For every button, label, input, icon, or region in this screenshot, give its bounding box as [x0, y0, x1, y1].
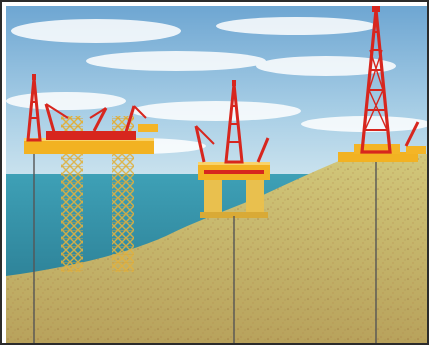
semi-submersible-rig — [194, 80, 270, 343]
land-texture — [6, 154, 427, 343]
jack-up-rig — [24, 74, 158, 343]
rig-illustration — [6, 6, 427, 343]
land-rig — [338, 6, 426, 343]
illustration-scene — [6, 6, 427, 343]
